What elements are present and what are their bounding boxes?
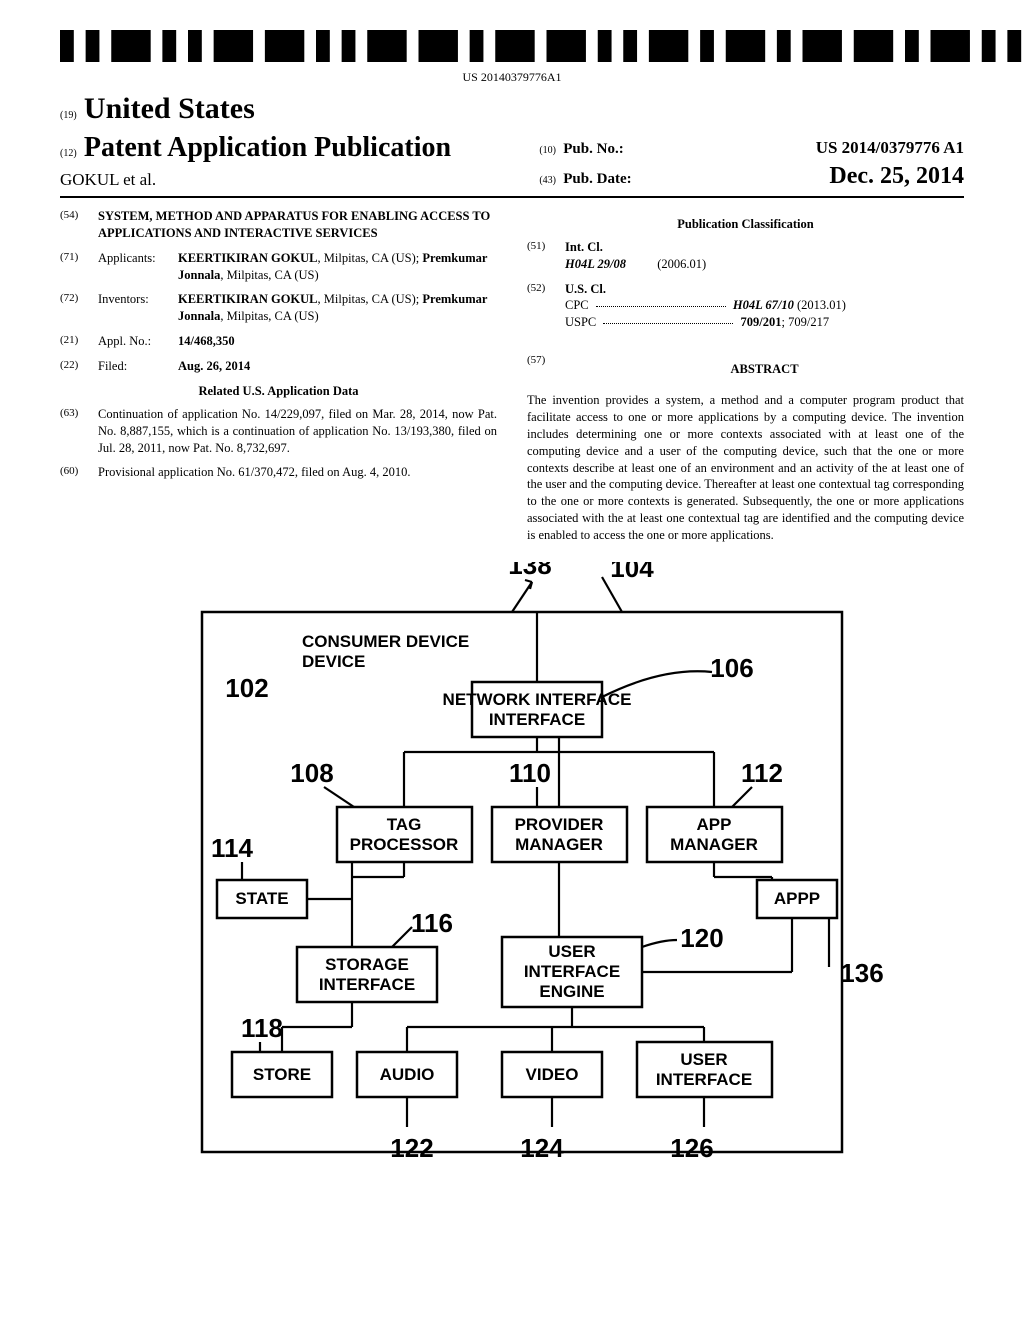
classification-head: Publication Classification [527,216,964,233]
svg-text:NETWORK INTERFACE: NETWORK INTERFACE [443,690,632,709]
svg-text:118: 118 [241,1013,283,1043]
uspc-label: USPC [565,315,596,329]
pub-type-code: (12) [60,148,77,159]
uscl-label: U.S. Cl. [565,281,964,298]
uspc-extra: ; 709/217 [782,315,830,329]
svg-text:110: 110 [509,758,551,788]
svg-text:STORE: STORE [253,1065,311,1084]
pub-date: Dec. 25, 2014 [829,160,964,192]
svg-text:MANAGER: MANAGER [515,835,603,854]
related-head: Related U.S. Application Data [60,383,497,400]
country: United States [84,92,255,125]
svg-text:CONSUMER DEVICE: CONSUMER DEVICE [302,632,469,651]
svg-text:104: 104 [610,562,654,583]
svg-text:DEVICE: DEVICE [302,652,365,671]
applno-value: 14/468,350 [178,333,497,350]
continuation-code: (63) [60,406,98,457]
left-column: (54) SYSTEM, METHOD AND APPARATUS FOR EN… [60,208,497,544]
svg-text:MANAGER: MANAGER [670,835,758,854]
svg-text:INTERFACE: INTERFACE [489,710,585,729]
pub-no-code: (10) [539,145,556,156]
intcl-version: (2006.01) [657,257,706,271]
svg-text:INTERFACE: INTERFACE [319,975,415,994]
figure-1: 104 138 CONSUMER DEVICE DEVICE 102 NETWO… [132,562,892,1172]
intcl-class: H04L 29/08 [565,257,626,271]
svg-text:138: 138 [508,562,551,580]
intcl-code: (51) [527,239,565,273]
abstract-label: ABSTRACT [565,361,964,378]
barcode-area: ▌▌█▌▌▌█▌█▌▌▌█▌█▌▌█▌█▌▌▌█▌▌█▌▌█▌█▌▌█▌▌▌█▌… [60,30,964,85]
svg-text:INTERFACE: INTERFACE [656,1070,752,1089]
continuation-text: Continuation of application No. 14/229,0… [98,406,497,457]
uspc-value: 709/201 [741,315,782,329]
bibliographic-section: (54) SYSTEM, METHOD AND APPARATUS FOR EN… [60,208,964,544]
svg-text:INTERFACE: INTERFACE [524,962,620,981]
country-code: (19) [60,110,77,121]
svg-text:APP: APP [697,815,732,834]
title-code: (54) [60,208,98,242]
svg-text:114: 114 [211,833,253,863]
abstract-code: (57) [527,353,565,384]
svg-text:116: 116 [411,908,453,938]
svg-text:124: 124 [520,1133,564,1163]
svg-text:AUDIO: AUDIO [380,1065,435,1084]
svg-text:120: 120 [680,923,723,953]
abstract-text: The invention provides a system, a metho… [527,392,964,544]
svg-text:106: 106 [710,653,753,683]
pub-no-label: Pub. No.: [563,141,623,157]
svg-text:122: 122 [390,1133,433,1163]
svg-text:136: 136 [840,958,883,988]
applno-label: Appl. No.: [98,333,178,350]
svg-text:APPP: APPP [774,889,820,908]
filed-code: (22) [60,358,98,375]
svg-text:STORAGE: STORAGE [325,955,409,974]
svg-text:126: 126 [670,1133,713,1163]
svg-text:USER: USER [680,1050,727,1069]
barcode-graphic: ▌▌█▌▌▌█▌█▌▌▌█▌█▌▌█▌█▌▌▌█▌▌█▌▌█▌█▌▌█▌▌▌█▌… [60,30,1024,62]
filed-label: Filed: [98,358,178,375]
uscl-code: (52) [527,281,565,332]
dotfill [603,323,733,324]
header-row: (19) United States (12) Patent Applicati… [60,89,964,198]
cpc-value: H04L 67/10 [733,298,794,312]
provisional-text: Provisional application No. 61/370,472, … [98,464,497,481]
title-text: SYSTEM, METHOD AND APPARATUS FOR ENABLIN… [98,208,497,242]
pub-no: US 2014/0379776 A1 [816,137,964,160]
svg-text:PROCESSOR: PROCESSOR [350,835,459,854]
inventors-code: (72) [60,291,98,325]
pub-type: Patent Application Publication [84,132,451,163]
svg-text:USER: USER [548,942,595,961]
intcl-label: Int. Cl. [565,239,964,256]
provisional-code: (60) [60,464,98,481]
svg-text:112: 112 [741,758,783,788]
right-column: Publication Classification (51) Int. Cl.… [527,208,964,544]
applicants-label: Applicants: [98,250,178,284]
cpc-version: (2013.01) [797,298,846,312]
svg-text:102: 102 [225,673,268,703]
inventors-label: Inventors: [98,291,178,325]
pub-date-code: (43) [539,175,556,186]
svg-text:ENGINE: ENGINE [539,982,604,1001]
author-line: GOKUL et al. [60,169,529,192]
cpc-label: CPC [565,298,589,312]
applicants-code: (71) [60,250,98,284]
pub-date-label: Pub. Date: [563,171,631,187]
dotfill [596,306,726,307]
svg-text:TAG: TAG [387,815,422,834]
barcode-text: US 20140379776A1 [60,69,964,85]
inventors-value: KEERTIKIRAN GOKUL, Milpitas, CA (US); Pr… [178,291,497,325]
svg-text:PROVIDER: PROVIDER [515,815,604,834]
applno-code: (21) [60,333,98,350]
applicants-value: KEERTIKIRAN GOKUL, Milpitas, CA (US); Pr… [178,250,497,284]
svg-text:STATE: STATE [235,889,288,908]
svg-text:VIDEO: VIDEO [526,1065,579,1084]
filed-value: Aug. 26, 2014 [178,358,497,375]
svg-text:108: 108 [290,758,333,788]
